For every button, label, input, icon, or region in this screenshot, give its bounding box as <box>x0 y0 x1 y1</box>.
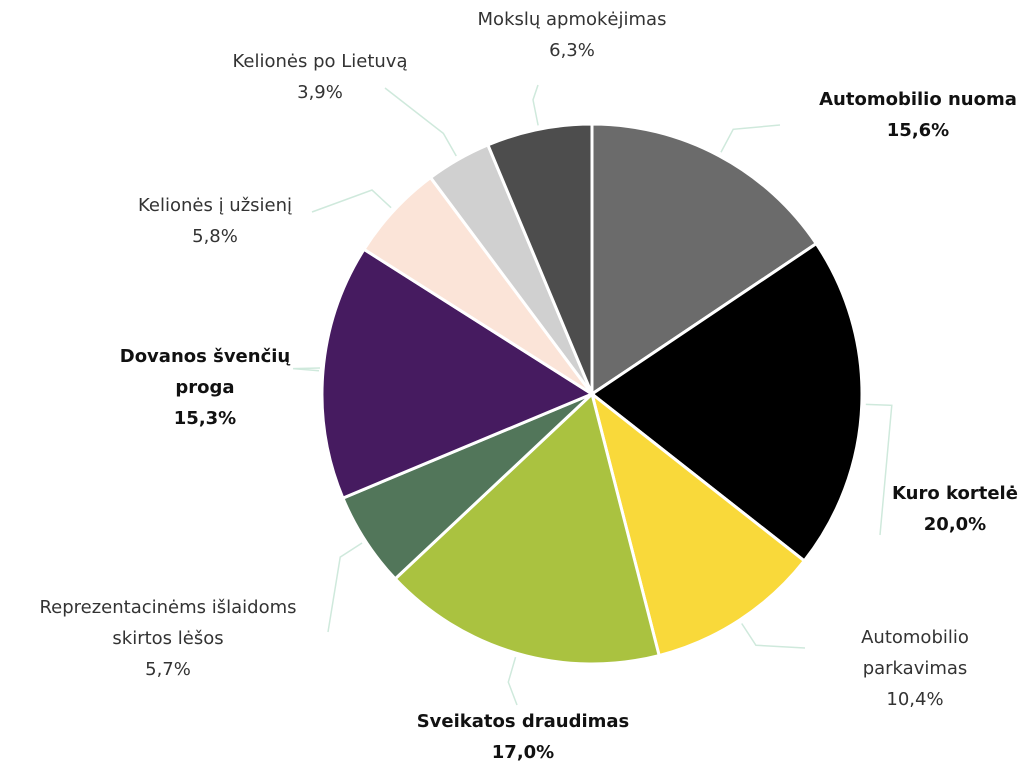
pie-slice <box>589 390 807 658</box>
slice-label: Kelionės į užsienį <box>138 195 292 216</box>
slice-value-label: 15,3% <box>174 408 236 429</box>
slice-value-label: 15,6% <box>887 120 949 141</box>
leader-line <box>532 84 539 126</box>
pie-slice <box>589 241 864 563</box>
slice-label: Automobilio parkavimas <box>861 627 969 679</box>
pie-slice <box>485 122 594 395</box>
leader-line <box>507 656 518 706</box>
slice-label: Automobilio nuoma <box>819 89 1017 110</box>
slice-label: Reprezentacinėms išlaidoms skirtos lėšos <box>39 597 296 649</box>
leader-line <box>865 403 893 536</box>
slice-label: Sveikatos draudimas <box>417 711 630 732</box>
pie-slice <box>320 247 596 501</box>
pie-slice <box>590 122 819 397</box>
leader-line <box>327 542 363 633</box>
slice-label: Kuro kortelė <box>892 483 1018 504</box>
leader-line <box>311 189 392 213</box>
leader-line <box>384 87 457 157</box>
leader-line <box>293 367 321 372</box>
slice-value-label: 20,0% <box>924 514 986 535</box>
pie-slice <box>393 391 661 666</box>
leader-line <box>741 623 806 649</box>
slice-value-label: 3,9% <box>297 82 343 103</box>
slice-value-label: 10,4% <box>886 689 943 710</box>
slice-label: Mokslų apmokėjimas <box>478 9 667 30</box>
slice-label: Dovanos švenčių proga <box>120 346 291 398</box>
leader-line <box>720 124 781 153</box>
slice-label: Kelionės po Lietuvą <box>233 51 408 72</box>
slice-value-label: 17,0% <box>492 742 554 763</box>
slice-value-label: 5,8% <box>192 226 238 247</box>
slice-value-label: 5,7% <box>145 659 191 680</box>
slice-value-label: 6,3% <box>549 40 595 61</box>
